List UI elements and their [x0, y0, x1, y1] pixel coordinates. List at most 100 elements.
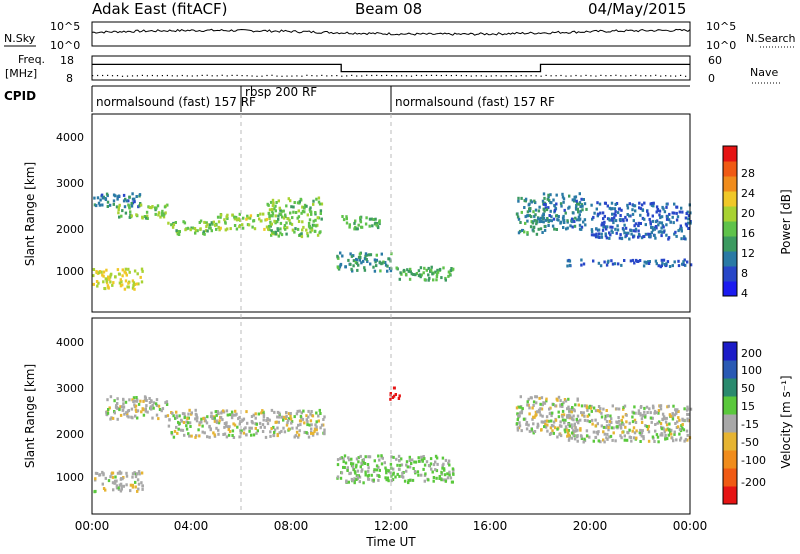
power-cell	[577, 210, 580, 214]
power-cell	[543, 224, 546, 228]
vel-ytick-3000: 3000	[56, 382, 84, 395]
power-cell	[122, 199, 126, 203]
velocity-cell	[652, 405, 655, 409]
power-cell	[251, 225, 254, 229]
power-cell	[442, 266, 445, 270]
velocity-cell	[119, 489, 123, 493]
velocity-cell	[625, 438, 629, 442]
velocity-cell	[296, 409, 299, 413]
nave-tick-bottom: 0	[708, 72, 715, 85]
velocity-cell	[254, 412, 257, 416]
power-cell	[291, 216, 294, 220]
power-cell	[533, 214, 536, 218]
velocity-cell	[144, 409, 147, 413]
power-cell	[609, 225, 612, 229]
velocity-cell	[432, 479, 435, 483]
power-cell	[641, 216, 645, 220]
velocity-cell	[357, 460, 360, 464]
power-cell	[685, 212, 688, 215]
velocity-cell	[430, 467, 433, 471]
power-cell	[233, 224, 237, 227]
velocity-colorbar: 200 100 50 15 -15 -50 -100 -200 Velocity…	[722, 341, 793, 505]
velocity-cell	[391, 478, 395, 482]
power-cell	[310, 212, 313, 216]
freq-line	[92, 63, 690, 73]
power-cell	[119, 284, 123, 288]
power-cell	[614, 227, 617, 231]
velocity-cell	[532, 431, 535, 435]
nave-dot	[615, 74, 617, 76]
velocity-cell	[447, 459, 451, 463]
power-cell	[109, 275, 112, 279]
velocity-cell	[674, 408, 677, 412]
velocity-cell	[287, 427, 291, 431]
velocity-cell	[591, 422, 594, 426]
nave-dot	[341, 75, 343, 77]
velocity-cell	[532, 422, 535, 426]
power-cell	[319, 230, 322, 234]
power-cell	[162, 215, 166, 219]
power-cell	[128, 215, 131, 219]
power-cell	[300, 198, 303, 202]
power-cell	[417, 269, 421, 273]
velocity-cell	[637, 409, 641, 413]
velocity-cell	[210, 411, 213, 415]
power-cell	[418, 273, 422, 277]
power-cell	[310, 228, 314, 232]
velocity-cell	[278, 411, 281, 415]
nave-dot	[460, 75, 462, 77]
velocity-cell	[131, 398, 134, 402]
velocity-cell	[173, 429, 177, 433]
power-cell	[147, 205, 150, 209]
velocity-cell	[307, 409, 310, 413]
power-cell	[355, 257, 358, 261]
velocity-cell	[280, 429, 283, 433]
velocity-cell	[634, 411, 637, 415]
velocity-cell	[549, 426, 553, 430]
velocity-cell	[351, 462, 355, 466]
velocity-cell	[516, 428, 520, 432]
power-cell	[274, 209, 277, 213]
power-cell	[133, 283, 136, 286]
velocity-cell	[225, 435, 229, 439]
velocity-cell	[548, 412, 552, 416]
power-cell	[309, 209, 312, 213]
power-cell	[102, 274, 105, 278]
velocity-cell	[678, 418, 681, 422]
power-cell	[132, 284, 135, 288]
date-title: 04/May/2015	[588, 0, 686, 18]
velocity-cell	[383, 461, 386, 465]
power-cell	[96, 196, 100, 200]
power-cell	[289, 199, 292, 203]
power-cell	[600, 223, 603, 227]
velocity-cell	[567, 429, 570, 432]
velocity-cell	[592, 406, 596, 410]
power-cell	[563, 208, 566, 212]
velocity-cell	[118, 483, 122, 487]
velocity-cell	[261, 409, 264, 413]
power-cell	[131, 192, 134, 196]
velocity-cell	[405, 460, 409, 464]
velocity-cell	[407, 479, 410, 483]
power-cell	[419, 275, 422, 279]
velocity-cell	[116, 417, 119, 421]
velocity-cell	[619, 426, 623, 430]
velocity-cell	[532, 404, 535, 407]
power-cell	[561, 216, 565, 220]
velocity-cell	[536, 425, 539, 429]
power-cell	[316, 233, 320, 237]
velocity-cell	[372, 470, 376, 473]
power-cell	[320, 202, 324, 206]
velocity-cell	[574, 403, 577, 407]
cpid-label: CPID	[4, 89, 36, 103]
power-cell	[381, 261, 384, 265]
velocity-cell	[185, 424, 188, 428]
velocity-cell	[297, 433, 301, 437]
velocity-cell	[590, 404, 593, 408]
velocity-cell	[105, 410, 108, 414]
velocity-cell	[567, 415, 570, 419]
velocity-cell	[129, 489, 132, 493]
velocity-cell	[568, 424, 571, 428]
velocity-cell	[180, 428, 183, 432]
velocity-cell	[360, 469, 363, 473]
